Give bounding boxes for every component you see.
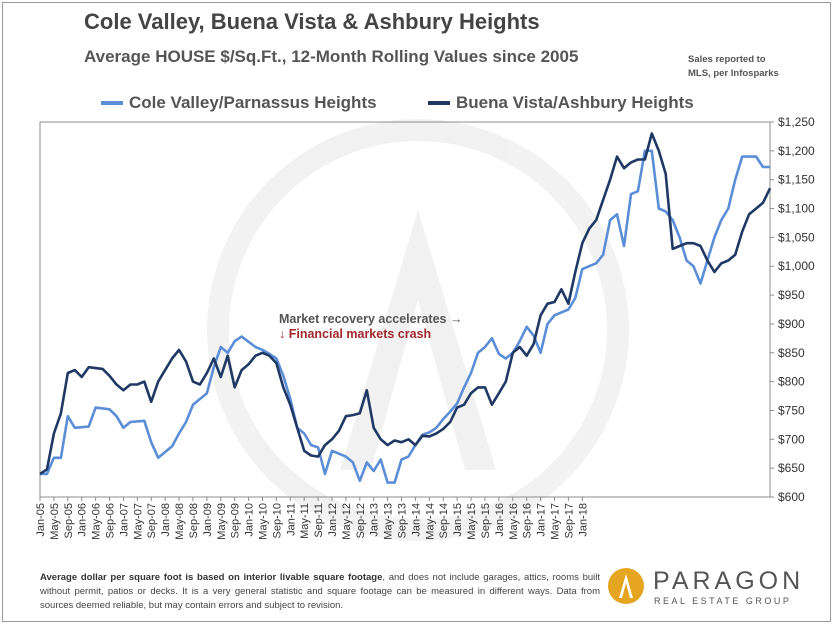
footnote-rest: , and does not include garages, attics, … bbox=[40, 572, 600, 611]
x-tick-label: May-06 bbox=[91, 503, 103, 540]
legend-item-cole-valley: Cole Valley/Parnassus Heights bbox=[101, 93, 377, 113]
x-tick-label: Jan-07 bbox=[118, 503, 130, 537]
legend-swatch-buena-vista bbox=[428, 101, 450, 105]
x-tick-label: May-07 bbox=[132, 503, 144, 540]
legend-swatch-cole-valley bbox=[101, 101, 123, 105]
x-tick-label: May-16 bbox=[508, 503, 520, 540]
x-tick-label: May-14 bbox=[424, 503, 436, 540]
y-tick-label: $1,150 bbox=[778, 173, 815, 187]
x-tick-label: Jan-15 bbox=[452, 503, 464, 537]
y-tick-label: $850 bbox=[778, 346, 805, 360]
series-line-buena-vista bbox=[39, 132, 772, 475]
y-tick-label: $800 bbox=[778, 375, 805, 389]
x-tick-label: Jan-10 bbox=[244, 503, 256, 537]
chart-axes: $600 $650 $700 $750 $800 $850 $900 $950 $1,000 $1… bbox=[35, 115, 815, 540]
x-tick-label: Sep-16 bbox=[522, 503, 534, 538]
x-tick-label: Sep-13 bbox=[397, 503, 409, 538]
chart-series bbox=[39, 132, 772, 484]
legend-label-cole-valley: Cole Valley/Parnassus Heights bbox=[129, 93, 377, 112]
y-tick-label: $900 bbox=[778, 317, 805, 331]
x-tick-label: Sep-10 bbox=[271, 503, 283, 538]
x-tick-label: Jan-13 bbox=[369, 503, 381, 537]
annotation-market-recovery: Market recovery accelerates → bbox=[279, 312, 462, 326]
plot-area-border bbox=[39, 121, 771, 498]
source-note-line-1: Sales reported to bbox=[688, 54, 766, 65]
x-tick-label: May-09 bbox=[216, 503, 228, 540]
x-tick-label: Jan-06 bbox=[77, 503, 89, 537]
x-tick-label: Jan-18 bbox=[577, 503, 589, 537]
x-tick-label: Sep-05 bbox=[63, 503, 75, 538]
x-tick-label: May-10 bbox=[257, 503, 269, 540]
y-tick-label: $750 bbox=[778, 403, 805, 417]
x-tick-label: Jan-17 bbox=[536, 503, 548, 537]
source-note: Sales reported to MLS, per Infosparks bbox=[688, 53, 808, 81]
x-tick-label: Jan-14 bbox=[410, 503, 422, 537]
x-tick-label: Jan-09 bbox=[202, 503, 214, 537]
x-tick-label: Sep-12 bbox=[355, 503, 367, 538]
x-tick-label: May-15 bbox=[466, 503, 478, 540]
x-tick-label: Jan-11 bbox=[285, 503, 297, 536]
legend-item-buena-vista: Buena Vista/Ashbury Heights bbox=[428, 93, 694, 113]
x-tick-label: Jan-12 bbox=[327, 503, 339, 537]
y-tick-label: $950 bbox=[778, 288, 805, 302]
x-tick-label: Sep-17 bbox=[563, 503, 575, 538]
x-tick-label: May-17 bbox=[549, 503, 561, 540]
x-tick-label: Jan-08 bbox=[160, 503, 172, 537]
x-tick-label: Jan-16 bbox=[494, 503, 506, 537]
paragon-logo-icon bbox=[608, 568, 644, 604]
y-tick-label: $1,200 bbox=[778, 144, 815, 158]
footnote: Average dollar per square foot is based … bbox=[40, 571, 600, 613]
chart-title: Cole Valley, Buena Vista & Ashbury Heigh… bbox=[84, 9, 540, 34]
x-tick-label: Sep-06 bbox=[105, 503, 117, 538]
annotation-financial-crash: ↓ Financial markets crash bbox=[279, 327, 431, 341]
x-tick-label: Sep-11 bbox=[313, 503, 325, 538]
x-tick-label: Sep-15 bbox=[480, 503, 492, 538]
y-tick-label: $650 bbox=[778, 461, 805, 475]
source-note-line-2: MLS, per Infosparks bbox=[688, 68, 779, 79]
y-tick-label: $1,250 bbox=[778, 115, 815, 129]
brand-name: PARAGON bbox=[653, 567, 805, 595]
y-tick-label: $1,100 bbox=[778, 202, 815, 216]
x-tick-label: Sep-14 bbox=[438, 503, 450, 538]
x-tick-label: Sep-08 bbox=[188, 503, 200, 538]
x-tick-label: Sep-07 bbox=[146, 503, 158, 538]
x-tick-label: May-12 bbox=[341, 503, 353, 540]
chart-annotations: Market recovery accelerates → ↓ Financia… bbox=[279, 312, 462, 341]
x-tick-label: May-11 bbox=[299, 503, 311, 539]
y-tick-label: $1,050 bbox=[778, 230, 815, 244]
y-tick-label: $1,000 bbox=[778, 259, 815, 273]
y-tick-label: $600 bbox=[778, 490, 805, 504]
y-tick-label: $700 bbox=[778, 432, 805, 446]
x-tick-label: May-05 bbox=[49, 503, 61, 540]
brand-tagline: REAL ESTATE GROUP bbox=[654, 596, 792, 606]
chart-subtitle: Average HOUSE $/Sq.Ft., 12-Month Rolling… bbox=[84, 47, 579, 66]
x-tick-label: May-08 bbox=[174, 503, 186, 540]
legend-label-buena-vista: Buena Vista/Ashbury Heights bbox=[456, 93, 694, 112]
x-tick-label: Jan-05 bbox=[35, 503, 47, 537]
x-tick-label: May-13 bbox=[383, 503, 395, 540]
x-tick-label: Sep-09 bbox=[230, 503, 242, 538]
footnote-bold: Average dollar per square foot is based … bbox=[40, 572, 383, 583]
